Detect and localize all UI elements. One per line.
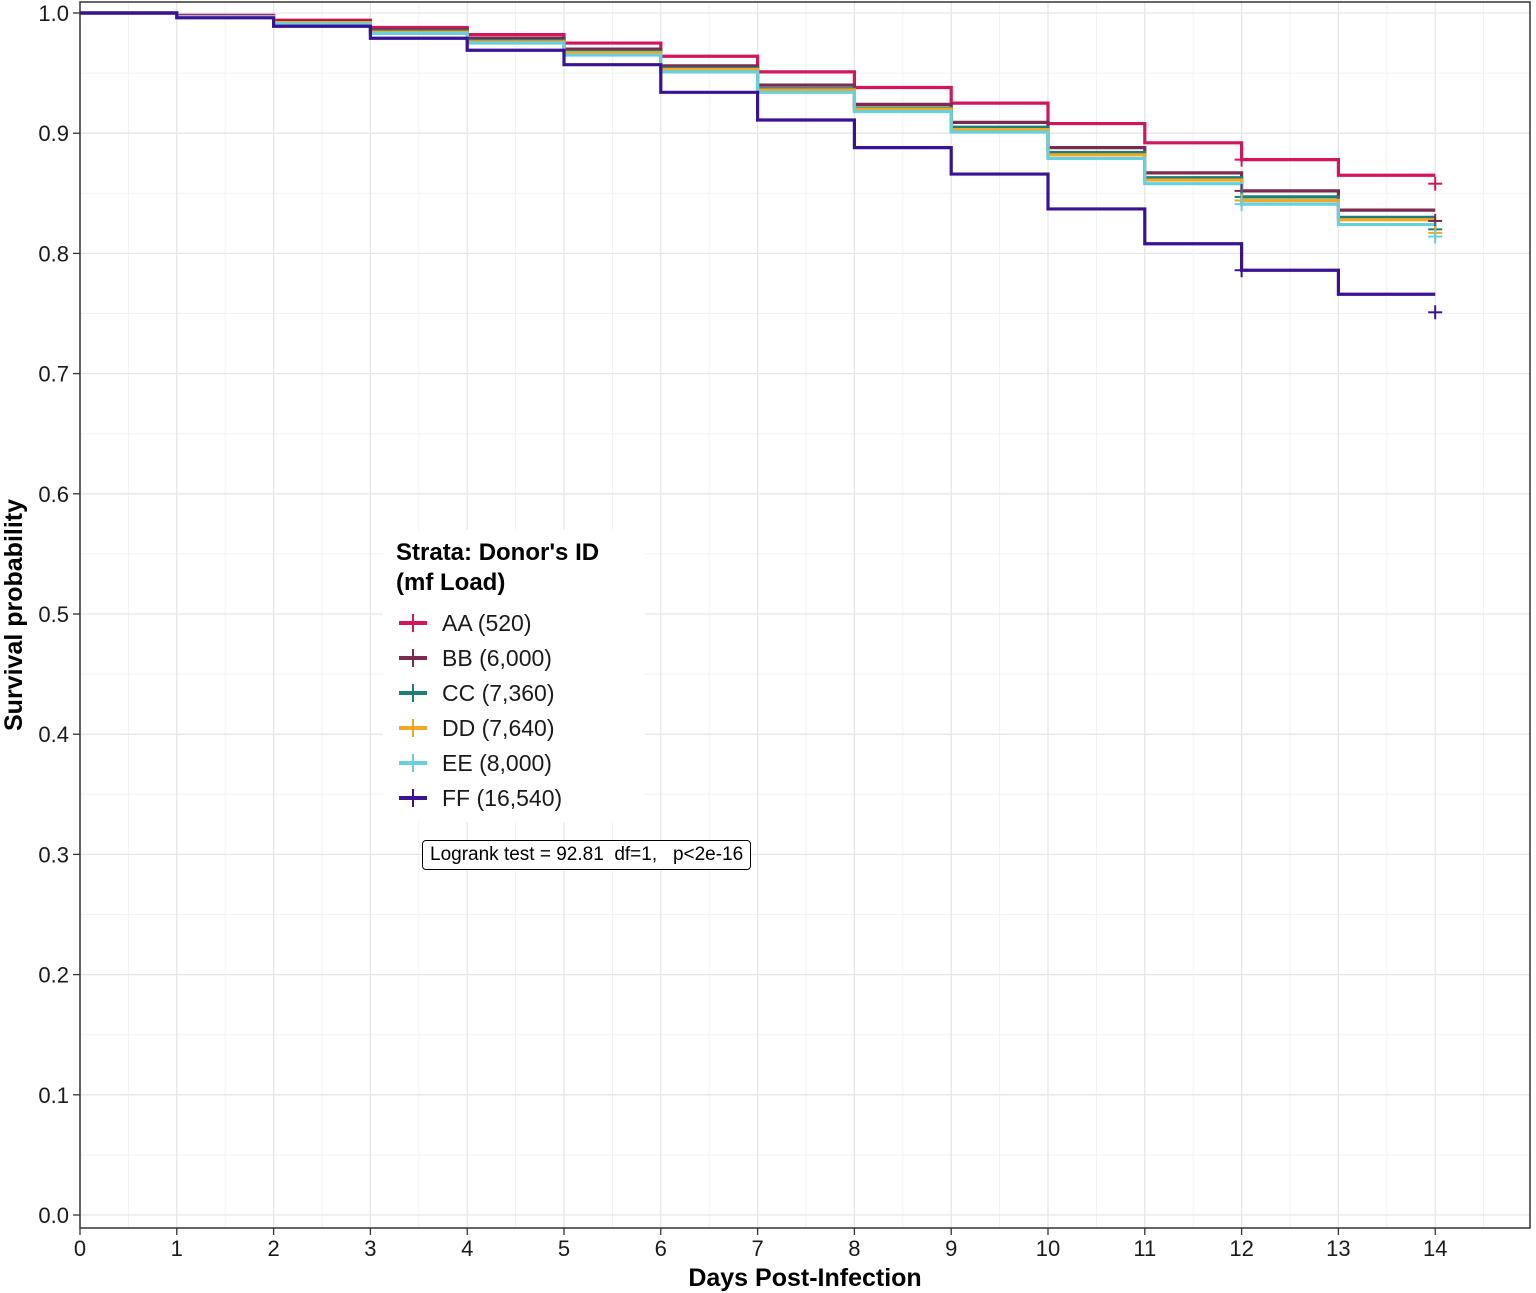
x-tick-label: 8 — [848, 1236, 860, 1261]
y-axis-title: Survival probability — [0, 499, 28, 731]
x-tick-label: 7 — [751, 1236, 763, 1261]
x-tick-label: 2 — [267, 1236, 279, 1261]
series-line-ff — [80, 11, 1436, 296]
y-tick-label: 0.7 — [38, 362, 69, 387]
legend-label: AA (520) — [442, 609, 532, 636]
censor-mark — [1428, 176, 1443, 191]
x-tick-label: 14 — [1423, 1236, 1447, 1261]
x-tick-label: 0 — [74, 1236, 86, 1261]
y-tick-label: 0.4 — [38, 722, 69, 747]
legend-item: FF (16,540) — [397, 783, 562, 813]
legend-key-icon — [397, 608, 429, 638]
legend-key-icon — [397, 643, 429, 673]
censor-marks — [1234, 152, 1443, 320]
censor-mark — [1428, 305, 1443, 320]
x-tick-label: 3 — [364, 1236, 376, 1261]
y-tick-label: 1.0 — [38, 1, 69, 26]
censor-mark — [1234, 152, 1249, 167]
legend-item: AA (520) — [397, 608, 532, 638]
y-tick-label: 0.5 — [38, 602, 69, 627]
legend-item: EE (8,000) — [397, 748, 552, 778]
y-tick-label: 0.3 — [38, 842, 69, 867]
series-line-ee — [80, 11, 1436, 227]
x-tick-label: 9 — [945, 1236, 957, 1261]
y-tick-label: 0.9 — [38, 121, 69, 146]
x-tick-label: 4 — [461, 1236, 473, 1261]
legend-item: BB (6,000) — [397, 643, 552, 673]
series-lines — [80, 11, 1436, 296]
y-tick-label: 0.6 — [38, 482, 69, 507]
legend-label: EE (8,000) — [442, 749, 552, 776]
legend-label: FF (16,540) — [442, 784, 563, 811]
x-axis-title: Days Post-Infection — [688, 1264, 921, 1292]
legend-key-icon — [397, 748, 429, 778]
x-tick-label: 6 — [655, 1236, 667, 1261]
legend: Strata: Donor's ID (mf Load) AA (520) BB … — [383, 530, 645, 822]
legend-label: DD (7,640) — [442, 714, 555, 741]
x-tick-label: 12 — [1229, 1236, 1253, 1261]
x-axis-ticks: 0 1 2 3 4 5 6 7 8 9 10 11 12 13 14 — [74, 1228, 1447, 1261]
x-tick-label: 1 — [171, 1236, 183, 1261]
y-tick-label: 0.0 — [38, 1203, 69, 1228]
legend-key-icon — [397, 678, 429, 708]
censor-mark — [1234, 197, 1249, 212]
legend-title-line2: (mf Load) — [396, 569, 506, 596]
y-tick-label: 0.8 — [38, 241, 69, 266]
logrank-annotation: Logrank test = 92.81 df=1, p<2e-16 — [422, 840, 752, 870]
y-tick-label: 0.2 — [38, 963, 69, 988]
legend-item: CC (7,360) — [397, 678, 554, 708]
censor-mark — [1428, 229, 1443, 244]
x-tick-label: 5 — [558, 1236, 570, 1261]
x-tick-label: 11 — [1133, 1236, 1156, 1261]
y-tick-label: 0.1 — [38, 1083, 69, 1108]
y-axis-ticks: 0.0 0.1 0.2 0.3 0.4 0.5 0.6 0.7 0.8 0.9 1.0 — [38, 1, 80, 1228]
legend-label: BB (6,000) — [442, 644, 552, 671]
legend-title: Strata: Donor's ID (mf Load) — [396, 538, 656, 598]
plot-panel — [80, 2, 1530, 1228]
legend-key-icon — [397, 783, 429, 813]
censor-mark — [1234, 263, 1249, 278]
legend-item: DD (7,640) — [397, 713, 554, 743]
plot-border — [79, 1, 1531, 1229]
legend-key-icon — [397, 713, 429, 743]
x-tick-label: 10 — [1036, 1236, 1060, 1261]
x-tick-label: 13 — [1326, 1236, 1350, 1261]
legend-title-line1: Strata: Donor's ID — [396, 539, 600, 566]
legend-label: CC (7,360) — [442, 679, 555, 706]
